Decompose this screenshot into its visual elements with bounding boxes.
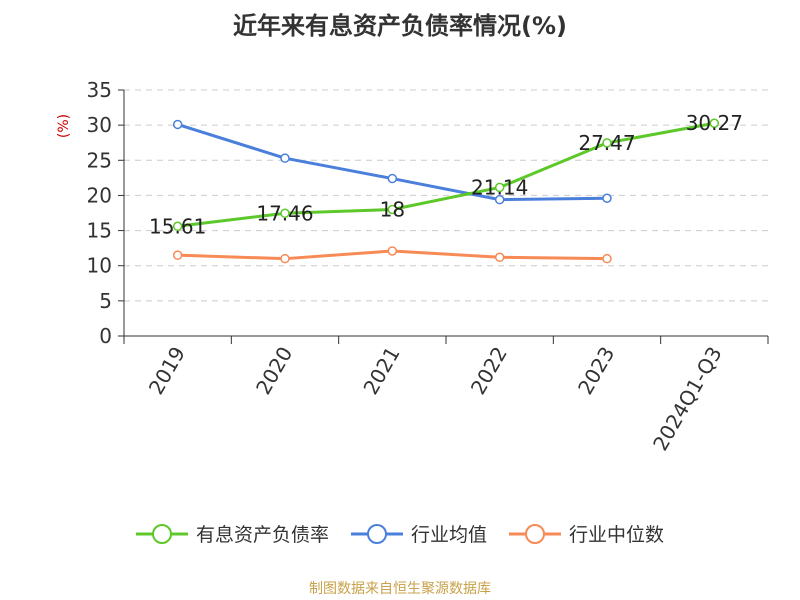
data-label: 30.27 (686, 111, 743, 135)
x-tick-label: 2019 (144, 343, 190, 399)
x-tick-label: 2022 (466, 342, 512, 398)
data-point (602, 253, 612, 264)
legend: 有息资产负债率 行业均值 行业中位数 (0, 520, 800, 547)
series-line (177, 121, 715, 228)
x-tick-label: 2024Q1-Q3 (648, 343, 727, 455)
legend-swatch (135, 523, 188, 544)
data-point (602, 193, 612, 203)
data-label: 27.47 (578, 131, 635, 155)
data-point (494, 182, 505, 193)
legend-swatch-marker (366, 523, 387, 544)
data-point (387, 246, 398, 256)
data-point (387, 204, 398, 215)
y-tick-label: 25 (87, 148, 112, 172)
source-note: 制图数据来自恒生聚源数据库 (309, 581, 491, 597)
y-tick-label: 15 (87, 219, 112, 243)
data-label: 21.14 (471, 175, 528, 199)
y-tick-label: 0 (99, 324, 112, 348)
legend-label: 有息资产负债率 (195, 524, 329, 546)
legend-swatch (350, 523, 403, 544)
data-label: 15.61 (149, 214, 206, 238)
data-point (172, 250, 183, 260)
legend-item[interactable]: 行业中位数 (509, 520, 664, 547)
data-point (280, 253, 290, 264)
y-tick-label: 5 (99, 289, 112, 313)
data-point (494, 194, 505, 205)
legend-label: 行业中位数 (569, 524, 665, 546)
legend-swatch-marker (525, 523, 545, 544)
legend-swatch-marker (151, 523, 172, 544)
chart-title: 近年来有息资产负债率情况(%) (233, 12, 567, 40)
y-tick-label: 30 (87, 113, 112, 137)
series (172, 118, 720, 264)
data-label: 17.46 (256, 201, 313, 225)
axes: 0 5 10 15 20 25 30 35 (%) 2019 2020 2021 2022 2023 202… (56, 78, 769, 455)
x-tick-label: 2023 (573, 343, 619, 399)
y-tick-label: 20 (87, 183, 112, 207)
legend-label: 行业均值 (410, 524, 487, 546)
y-tick-label: 10 (87, 254, 112, 278)
x-tick-label: 2021 (358, 343, 404, 399)
data-point (387, 173, 398, 184)
data-point (494, 252, 505, 263)
grid-lines (124, 89, 768, 302)
x-tick-label: 2020 (251, 343, 297, 399)
data-label: 18 (380, 197, 405, 221)
data-point (602, 138, 612, 148)
legend-item[interactable]: 行业均值 (350, 520, 487, 547)
data-point (280, 208, 290, 219)
series-line (177, 123, 608, 202)
y-axis-label: (%) (56, 114, 72, 138)
data-point (709, 118, 720, 128)
y-tick-label: 35 (87, 78, 112, 102)
data-point (280, 153, 290, 163)
data-point (172, 119, 183, 130)
data-point (172, 221, 183, 232)
legend-swatch (509, 523, 561, 544)
data-labels: 15.61 17.46 18 21.14 27.47 30.27 (149, 111, 743, 238)
legend-item[interactable]: 有息资产负债率 (135, 520, 329, 547)
